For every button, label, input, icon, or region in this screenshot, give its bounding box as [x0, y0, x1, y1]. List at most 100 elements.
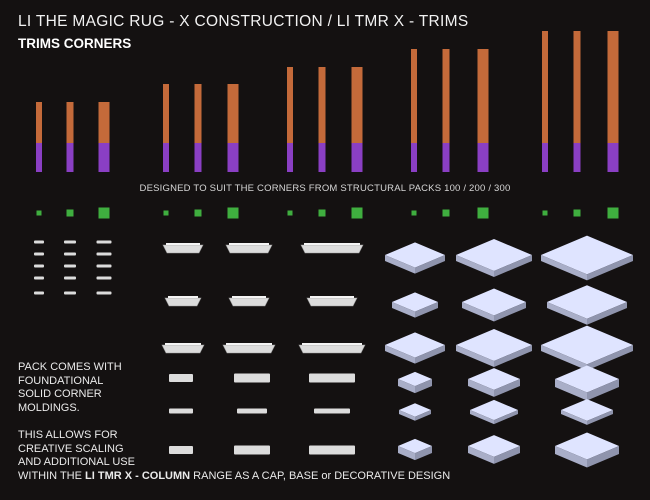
- size-bar-purple: [542, 143, 548, 172]
- mini-profile: [64, 252, 76, 256]
- flat-trim: [169, 446, 193, 454]
- size-marker: [573, 209, 581, 217]
- cap-plate-side-right: [415, 446, 432, 461]
- cap-plate-side-right: [415, 410, 431, 421]
- mini-profile: [34, 252, 44, 256]
- crown-molding-lip: [302, 343, 362, 345]
- cap-plate: [456, 239, 532, 271]
- pack-line: PACK COMES WITH: [18, 361, 122, 373]
- cap-plate-side-left: [456, 345, 494, 367]
- cap-plate-side-right: [494, 446, 520, 464]
- cap-plate-side-right: [587, 410, 613, 425]
- cap-plate: [470, 399, 518, 421]
- cap-plate-side-left: [385, 345, 415, 364]
- cap-plate-side-left: [541, 255, 587, 281]
- page-title: LI THE MAGIC RUG - X CONSTRUCTION / LI T…: [18, 13, 469, 30]
- size-bar-purple: [287, 143, 293, 172]
- size-marker: [163, 210, 169, 216]
- flat-trim: [309, 445, 355, 455]
- crown-molding-lip: [165, 343, 201, 345]
- size-bar-orange: [542, 31, 548, 143]
- crown-molding-lip: [229, 243, 269, 245]
- size-bar-orange: [411, 49, 417, 143]
- size-bar-orange: [98, 102, 110, 143]
- cap-plate: [385, 332, 445, 358]
- flat-trim: [169, 374, 193, 382]
- cap-plate-side-right: [415, 255, 445, 274]
- cap-plate-side-right: [494, 410, 518, 425]
- mini-profile: [34, 264, 44, 268]
- size-marker: [287, 210, 293, 216]
- size-bar-purple: [477, 143, 489, 172]
- size-marker: [66, 209, 74, 217]
- mini-profile: [96, 252, 112, 256]
- cap-plate: [561, 399, 613, 421]
- size-bar-orange: [163, 84, 169, 143]
- pack-line: FOUNDATIONAL: [18, 374, 104, 387]
- cap-plate-side-right: [587, 345, 633, 371]
- size-bar-orange: [227, 84, 239, 143]
- crown-molding-lip: [168, 296, 198, 298]
- crown-molding: [222, 344, 276, 354]
- cap-plate-side-right: [494, 379, 520, 397]
- size-bar-purple: [66, 143, 74, 172]
- mini-profile: [34, 240, 44, 244]
- crown-molding: [225, 244, 273, 254]
- crown-molding: [162, 244, 204, 254]
- cap-plate-side-right: [587, 255, 633, 281]
- size-bar-orange: [351, 67, 363, 143]
- cap-plate-side-left: [470, 410, 494, 425]
- flat-trim: [234, 373, 270, 383]
- size-bar-orange: [66, 102, 74, 143]
- cap-plate-side-right: [587, 302, 627, 325]
- mini-profile: [96, 264, 112, 268]
- size-bar-purple: [36, 143, 42, 172]
- cap-plate-side-right: [587, 379, 619, 401]
- size-marker: [36, 210, 42, 216]
- mini-profile: [64, 276, 76, 280]
- size-bar-orange: [607, 31, 619, 143]
- cap-plate-side-left: [399, 410, 415, 421]
- size-bar-orange: [287, 67, 293, 143]
- size-bar-purple: [227, 143, 239, 172]
- pack-line: SOLID CORNER: [18, 388, 102, 400]
- cap-plate: [385, 242, 445, 268]
- usage-line: CREATIVE SCALING: [18, 442, 124, 455]
- size-bar-orange: [573, 31, 581, 143]
- size-marker: [442, 209, 450, 217]
- flat-trim: [237, 408, 267, 414]
- cap-plate-side-right: [415, 345, 445, 364]
- mini-profile: [64, 264, 76, 268]
- crown-molding: [300, 244, 364, 254]
- cap-plate-side-left: [385, 255, 415, 274]
- mini-profile: [96, 291, 112, 295]
- cap-plate-side-left: [398, 379, 415, 394]
- cap-plate: [468, 435, 520, 457]
- crown-molding: [306, 297, 358, 307]
- crown-molding-lip: [310, 296, 354, 298]
- size-marker: [477, 207, 489, 219]
- pack-description: PACK COMES WITH FOUNDATIONAL SOLID CORNE…: [18, 361, 122, 415]
- size-marker: [318, 209, 326, 217]
- size-bar-purple: [442, 143, 450, 172]
- cap-plate-side-left: [398, 446, 415, 461]
- size-bar-orange: [442, 49, 450, 143]
- cap-plate-side-left: [468, 379, 494, 397]
- size-marker: [607, 207, 619, 219]
- crown-molding: [164, 297, 202, 307]
- cap-plate-side-left: [392, 302, 415, 318]
- size-marker: [542, 210, 548, 216]
- size-marker: [194, 209, 202, 217]
- flat-trim: [314, 408, 350, 414]
- flat-trim: [234, 445, 270, 455]
- cap-plate-side-left: [456, 255, 494, 277]
- flat-trim: [309, 373, 355, 383]
- size-bar-purple: [98, 143, 110, 172]
- cap-plate-side-right: [494, 302, 526, 322]
- size-bar-purple: [351, 143, 363, 172]
- crown-molding: [298, 344, 366, 354]
- pack-line: MOLDINGS.: [18, 401, 80, 414]
- usage-line-final: WITHIN THE LI TMR X - COLUMN RANGE AS A …: [18, 469, 451, 482]
- cap-plate-side-left: [555, 379, 587, 401]
